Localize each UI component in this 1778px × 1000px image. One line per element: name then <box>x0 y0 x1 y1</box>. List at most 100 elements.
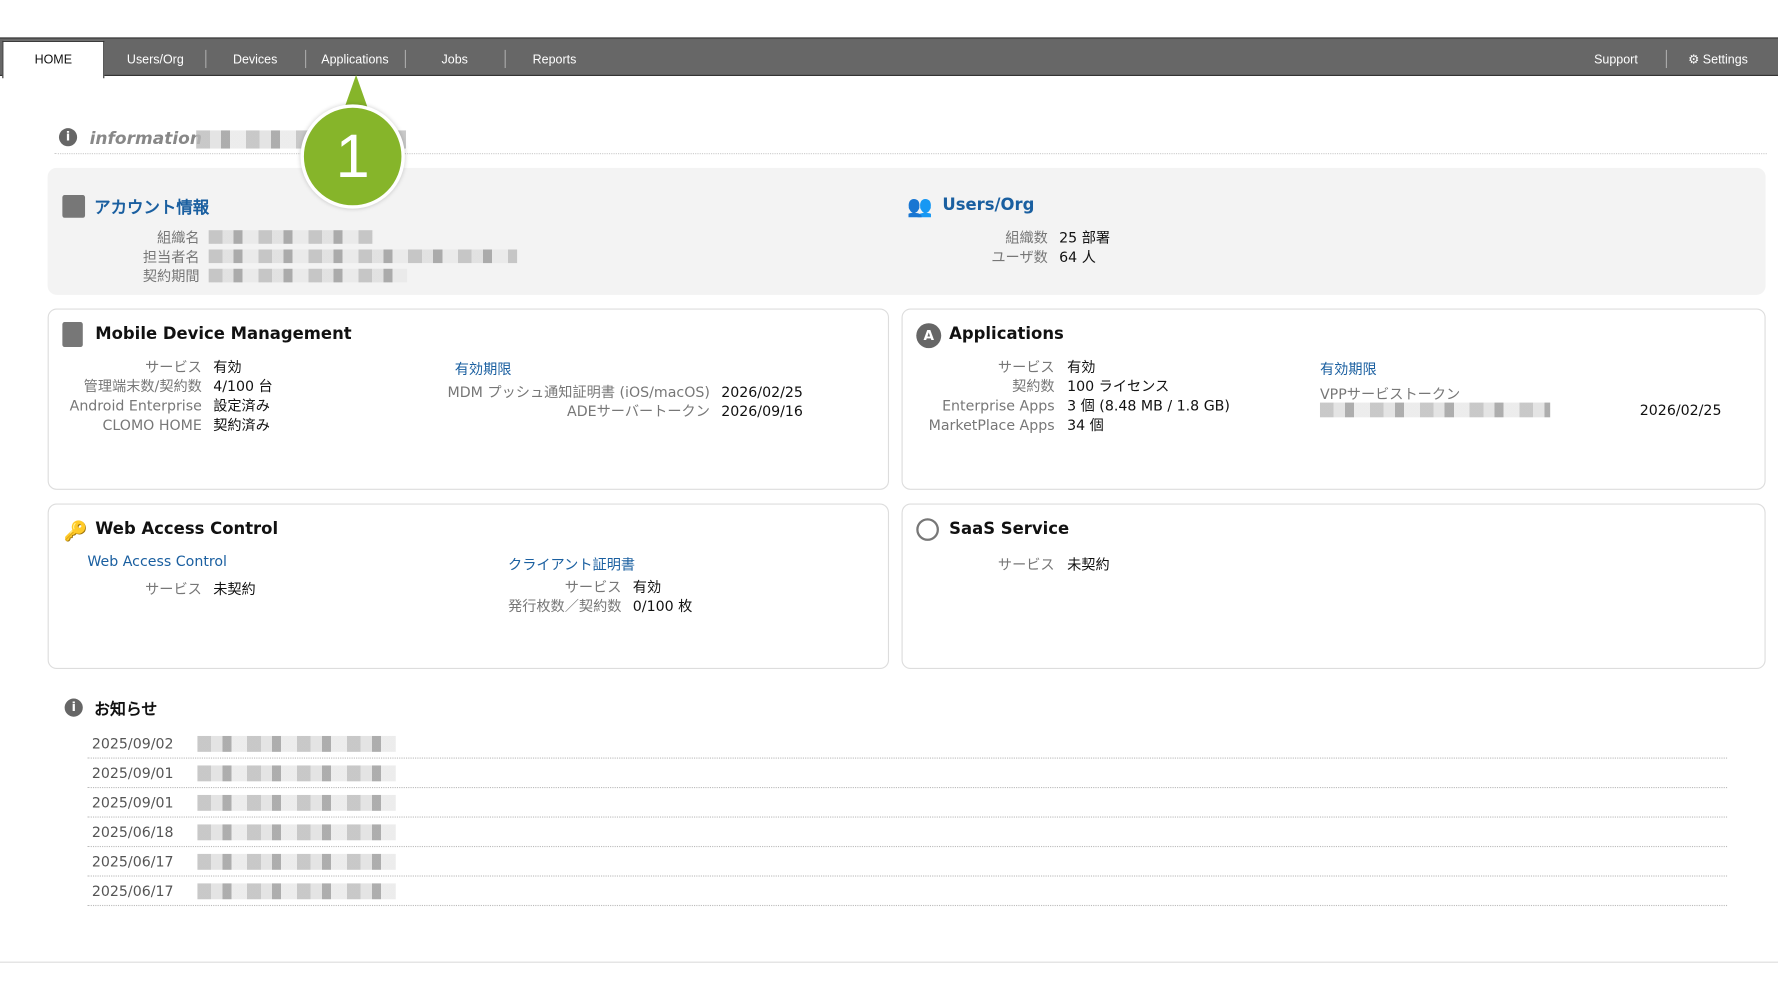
divider <box>1665 49 1667 69</box>
vpp-label: VPPサービストークン <box>1319 385 1461 403</box>
apps-values: 有効 100 ライセンス 3 個 (8.48 MB / 1.8 GB) 34 個 <box>1067 357 1230 434</box>
globe-icon <box>916 518 939 541</box>
value: 34 個 <box>1067 416 1104 434</box>
users-values: 25 部署 64 人 <box>1059 228 1110 267</box>
news-date: 2025/06/17 <box>91 882 174 900</box>
applications-card <box>901 308 1766 490</box>
applications-title: Applications <box>949 325 1064 344</box>
redacted-news-title[interactable] <box>197 853 396 870</box>
mdm-card <box>47 308 890 490</box>
divider <box>87 875 1728 877</box>
settings-link[interactable]: ⚙ Settings <box>1678 39 1757 76</box>
news-date: 2025/09/02 <box>91 734 174 752</box>
label: MarketPlace Apps <box>928 416 1055 434</box>
value: 25 部署 <box>1059 229 1111 247</box>
tab-applications[interactable]: Applications <box>321 53 389 67</box>
value: 有効 <box>213 358 242 376</box>
value: 100 ライセンス <box>1067 377 1170 395</box>
information-title: information <box>89 128 202 149</box>
top-nav: HOME Users/Org Devices Applications Jobs… <box>0 37 1778 79</box>
redacted-text <box>1319 402 1551 418</box>
mdm-labels: サービス 管理端末数/契約数 Android Enterprise CLOMO … <box>45 357 202 434</box>
value: 4/100 台 <box>213 377 273 395</box>
tab-devices[interactable]: Devices <box>232 53 278 67</box>
redacted-news-title[interactable] <box>197 765 396 782</box>
label: 管理端末数/契約数 <box>83 377 202 395</box>
divider <box>87 845 1728 848</box>
account-title: アカウント情報 <box>94 199 210 218</box>
value: 64 人 <box>1059 248 1096 266</box>
saas-title: SaaS Service <box>949 520 1070 539</box>
mdm-expiry-title: 有効期限 <box>454 360 512 378</box>
cert-title: クライアント証明書 <box>508 555 636 573</box>
support-link[interactable]: Support <box>1594 53 1638 67</box>
label: MDM プッシュ通知証明書 (iOS/macOS) <box>447 383 710 401</box>
label: ADEサーバートークン <box>567 402 710 420</box>
footer-divider <box>0 961 1778 963</box>
news-date: 2025/09/01 <box>91 793 174 811</box>
settings-label: Settings <box>1702 53 1748 67</box>
value: 未契約 <box>1067 555 1110 573</box>
info-icon: i <box>58 128 78 147</box>
label: 担当者名 <box>142 248 200 266</box>
label: 組織名 <box>157 229 200 247</box>
label: CLOMO HOME <box>102 416 202 434</box>
divider <box>504 49 506 69</box>
news-date: 2025/06/17 <box>91 852 174 870</box>
label: サービス <box>145 580 202 598</box>
divider <box>87 904 1728 907</box>
news-date: 2025/09/01 <box>91 764 174 782</box>
annotation-badge: 1 <box>300 104 405 209</box>
mdm-expiry-labels: MDM プッシュ通知証明書 (iOS/macOS) ADEサーバートークン <box>431 382 710 421</box>
value: 0/100 枚 <box>632 597 693 615</box>
redacted-text <box>208 230 374 244</box>
label: 契約期間 <box>142 267 200 285</box>
apps-labels: サービス 契約数 Enterprise Apps MarketPlace App… <box>907 357 1055 434</box>
news-title: お知らせ <box>94 700 158 719</box>
wac-subtitle: Web Access Control <box>87 552 228 570</box>
mdm-expiry-values: 2026/02/25 2026/09/16 <box>721 382 803 421</box>
label: 組織数 <box>1005 229 1048 247</box>
redacted-news-title[interactable] <box>197 735 396 752</box>
label: 契約数 <box>1012 377 1055 395</box>
divider <box>87 757 1728 759</box>
redacted-text <box>208 249 518 264</box>
redacted-news-title[interactable] <box>197 883 396 900</box>
tab-jobs[interactable]: Jobs <box>441 53 468 67</box>
divider <box>87 786 1728 789</box>
divider <box>87 816 1728 818</box>
label: Enterprise Apps <box>942 396 1055 414</box>
label: サービス <box>145 358 202 376</box>
divider <box>205 49 207 69</box>
redacted-text <box>208 268 408 283</box>
mdm-title: Mobile Device Management <box>95 325 352 344</box>
divider <box>305 49 307 69</box>
tab-users-org[interactable]: Users/Org <box>126 53 184 67</box>
label: ユーザ数 <box>991 248 1048 266</box>
info-icon: i <box>64 698 83 717</box>
value: 有効 <box>1067 358 1096 376</box>
device-icon <box>62 322 83 348</box>
value: 3 個 (8.48 MB / 1.8 GB) <box>1067 396 1230 414</box>
value: 設定済み <box>213 396 270 414</box>
value: 2026/02/25 <box>721 383 803 401</box>
key-icon: 🔑 <box>63 520 88 544</box>
apps-expiry-title: 有効期限 <box>1319 360 1377 378</box>
users-labels: 組織数 ユーザ数 <box>953 228 1048 267</box>
tab-reports[interactable]: Reports <box>532 53 577 67</box>
label: サービス <box>997 358 1055 376</box>
users-org-title[interactable]: Users/Org <box>942 196 1035 215</box>
tab-home[interactable]: HOME <box>2 40 105 79</box>
gear-icon: ⚙ <box>1688 53 1700 67</box>
label: サービス <box>997 555 1055 573</box>
vpp-date: 2026/02/25 <box>1639 401 1722 419</box>
label: Android Enterprise <box>69 396 202 414</box>
redacted-news-title[interactable] <box>197 794 396 811</box>
wac-card <box>47 503 890 670</box>
redacted-news-title[interactable] <box>197 824 396 841</box>
divider <box>404 49 406 69</box>
cert-labels: サービス 発行枚数／契約数 <box>476 577 621 616</box>
saas-card <box>901 503 1766 670</box>
value: 未契約 <box>213 580 256 598</box>
label: サービス <box>564 578 622 596</box>
